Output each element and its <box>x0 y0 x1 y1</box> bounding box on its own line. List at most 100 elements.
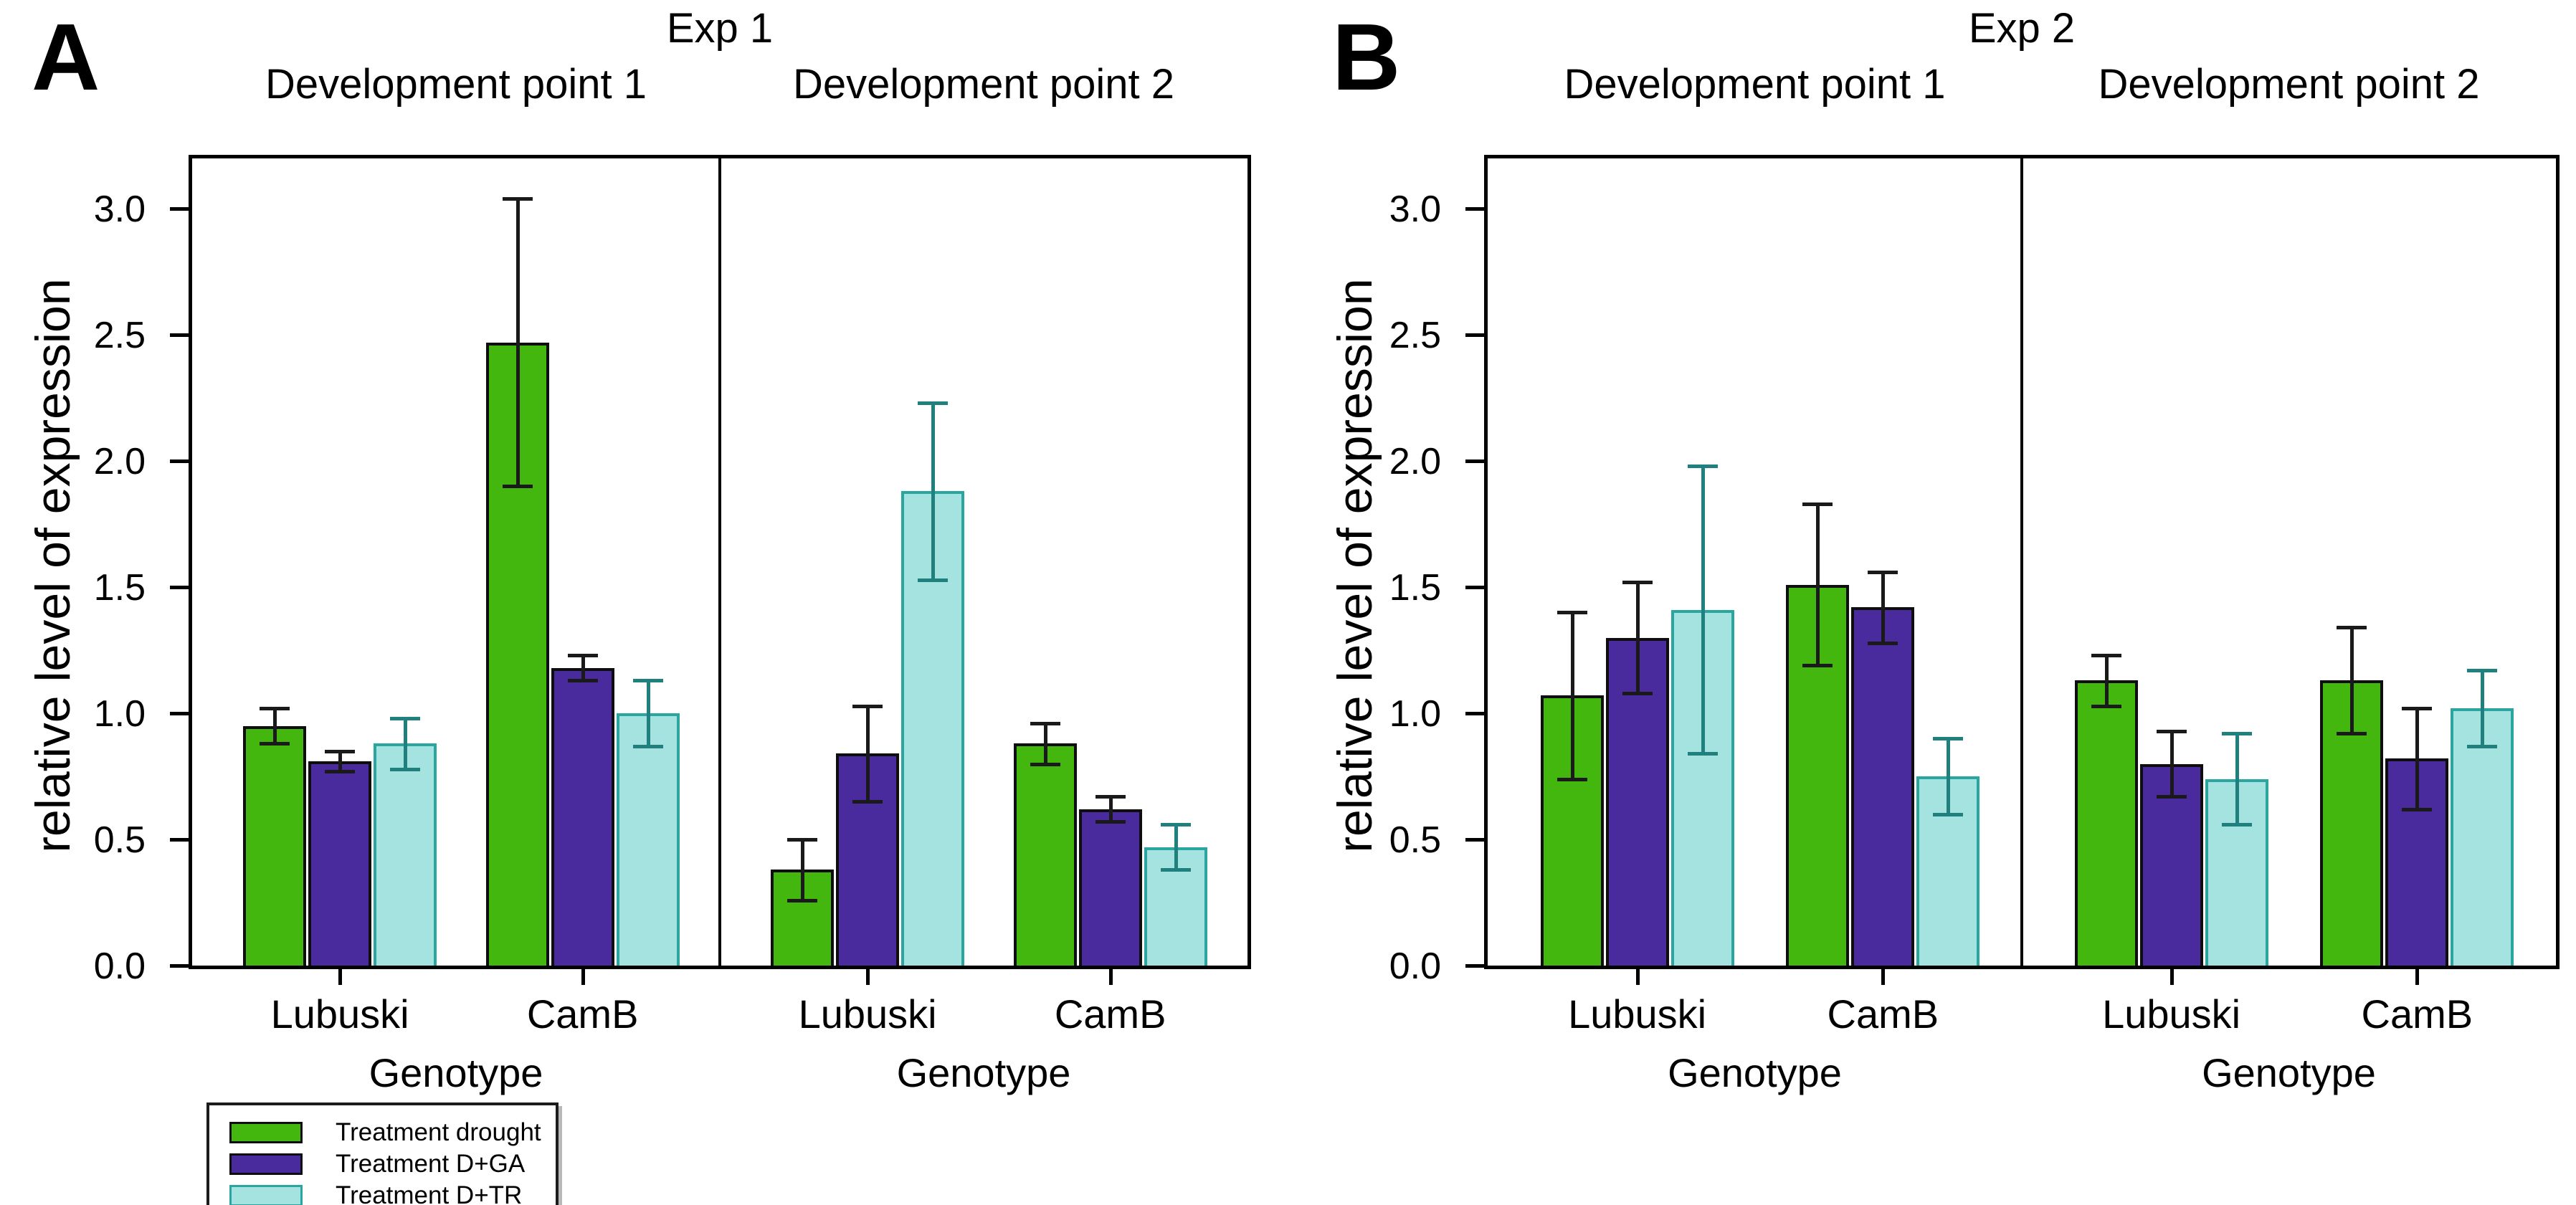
error-bar <box>273 708 277 744</box>
error-bar-cap-bottom <box>1868 641 1898 645</box>
bar-treatment-d+ga <box>308 761 372 966</box>
error-bar-cap-top <box>787 838 818 842</box>
y-tick-mark <box>170 333 189 338</box>
error-bar <box>1816 504 1820 666</box>
legend-item-drought: Treatment drought <box>229 1117 541 1148</box>
panel-letter-a: A <box>32 4 100 110</box>
y-tick-label: 0.0 <box>93 946 146 987</box>
y-tick-label: 0.5 <box>93 819 146 862</box>
error-bar <box>1701 466 1705 754</box>
y-tick-mark <box>170 712 189 716</box>
y-tick-mark <box>170 838 189 842</box>
bar-treatment-drought <box>243 725 307 966</box>
error-bar-cap-top <box>2337 626 2367 630</box>
error-bar <box>931 403 936 580</box>
error-bar <box>2104 655 2109 706</box>
error-bar <box>2415 708 2420 809</box>
error-bar-cap-bottom <box>2156 795 2187 799</box>
bar-treatment-d+tr <box>901 491 965 966</box>
plot-area-exp2 <box>1484 155 2560 969</box>
x-tick-mark <box>2169 969 2174 985</box>
error-bar-cap-top <box>1868 571 1898 575</box>
error-bar <box>2235 733 2239 824</box>
x-category-label: CamB <box>1827 991 1939 1037</box>
error-bar <box>801 839 805 900</box>
plot-inner-exp1 <box>192 158 1247 966</box>
error-bar <box>1043 723 1047 764</box>
legend-item-d-ga: Treatment D+GA <box>229 1148 541 1180</box>
legend-swatch-d-ga <box>229 1153 303 1175</box>
y-tick-label: 2.0 <box>1389 441 1441 483</box>
error-bar-cap-bottom <box>787 898 818 902</box>
error-bar-cap-bottom <box>918 578 949 582</box>
error-bar-cap-top <box>390 717 421 721</box>
y-tick-mark <box>1465 207 1484 211</box>
subtitle-exp1-dev2: Development point 2 <box>793 61 1174 108</box>
error-bar-cap-bottom <box>1802 664 1833 668</box>
error-bar-cap-bottom <box>2091 704 2121 708</box>
x-tick-mark <box>2415 969 2420 985</box>
error-bar-cap-top <box>1160 822 1191 827</box>
y-tick-mark <box>170 207 189 211</box>
panel-title-exp2: Exp 2 <box>1968 5 2076 52</box>
legend: Treatment drought Treatment D+GA Treatme… <box>206 1102 559 1205</box>
legend-label-d-tr: Treatment D+TR <box>336 1181 523 1205</box>
error-bar-cap-top <box>2156 729 2187 733</box>
error-bar-cap-top <box>918 401 949 406</box>
bar-treatment-d+ga <box>551 667 614 966</box>
error-bar <box>1635 582 1640 693</box>
error-bar-cap-top <box>632 679 663 683</box>
error-bar-cap-top <box>502 197 533 201</box>
error-bar-cap-bottom <box>2402 807 2433 811</box>
y-tick-label: 1.0 <box>1389 693 1441 735</box>
error-bar-cap-bottom <box>1933 812 1964 816</box>
x-tick-mark <box>1635 969 1640 985</box>
legend-swatch-drought <box>229 1122 303 1143</box>
x-axis-label-genotype: Genotype <box>896 1050 1071 1095</box>
x-category-label: Lubuski <box>2102 991 2241 1037</box>
error-bar-cap-bottom <box>2467 744 2498 748</box>
bar-treatment-d+tr <box>374 743 437 966</box>
error-bar-cap-top <box>1687 465 1718 469</box>
plot-area-exp1 <box>189 155 1251 969</box>
error-bar-cap-bottom <box>325 770 356 774</box>
error-bar-cap-bottom <box>567 679 598 683</box>
error-bar-cap-top <box>2221 732 2252 736</box>
error-bar-cap-bottom <box>852 800 883 804</box>
error-bar-cap-top <box>1933 737 1964 741</box>
plot-inner-exp2 <box>1488 158 2556 966</box>
subpanel-divider <box>718 158 721 966</box>
error-bar-cap-top <box>567 654 598 658</box>
error-bar-cap-bottom <box>502 485 533 489</box>
y-tick-mark <box>1465 712 1484 716</box>
error-bar-cap-top <box>1030 722 1060 726</box>
error-bar-cap-bottom <box>1030 762 1060 766</box>
error-bar <box>1108 796 1113 822</box>
error-bar-cap-top <box>852 704 883 708</box>
error-bar-cap-bottom <box>1622 691 1653 695</box>
subtitle-exp1-dev1: Development point 1 <box>265 61 647 108</box>
bar-treatment-d+tr <box>616 713 680 966</box>
error-bar-cap-bottom <box>1687 752 1718 756</box>
x-category-label: CamB <box>2361 991 2473 1037</box>
bar-treatment-d+ga <box>1078 809 1142 966</box>
error-bar-cap-bottom <box>1095 820 1126 824</box>
legend-item-d-tr: Treatment D+TR <box>229 1180 541 1205</box>
error-bar-cap-top <box>325 749 356 753</box>
y-tick-mark <box>170 586 189 590</box>
y-tick-mark <box>1465 459 1484 464</box>
error-bar-cap-top <box>2091 654 2121 658</box>
y-tick-label: 0.0 <box>1389 946 1441 987</box>
panel-title-exp1: Exp 1 <box>666 5 774 52</box>
bar-treatment-drought <box>1013 743 1077 966</box>
error-bar-cap-top <box>2402 707 2433 711</box>
error-bar <box>1174 824 1178 870</box>
y-tick-label: 2.0 <box>93 441 146 483</box>
error-bar <box>2350 627 2354 734</box>
y-tick-mark <box>1465 586 1484 590</box>
x-category-label: Lubuski <box>798 991 937 1037</box>
x-tick-mark <box>1881 969 1886 985</box>
error-bar-cap-top <box>1622 581 1653 585</box>
y-tick-label: 1.5 <box>1389 567 1441 609</box>
legend-label-drought: Treatment drought <box>336 1118 541 1146</box>
